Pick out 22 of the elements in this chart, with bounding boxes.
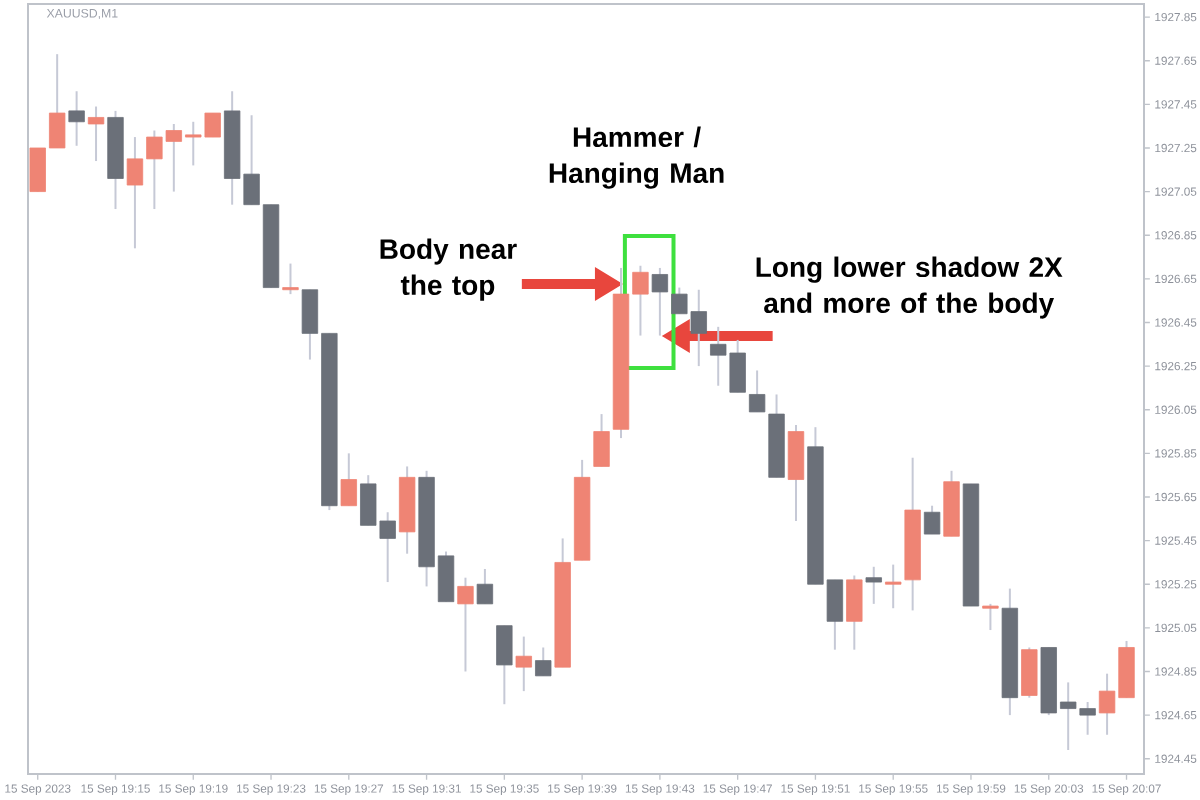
candlestick <box>923 504 941 536</box>
candlestick <box>282 262 299 296</box>
annotation: Body near the top <box>380 238 517 301</box>
candlestick <box>787 423 805 522</box>
candlestick <box>748 369 766 413</box>
candlestick <box>846 574 863 651</box>
candlestick <box>593 413 610 468</box>
candlestick <box>651 266 669 337</box>
candlestick <box>982 602 999 632</box>
candlestick <box>496 624 513 706</box>
candlestick <box>865 565 882 605</box>
candlestick <box>1021 646 1038 699</box>
annotation: Hammer / Hanging Man <box>549 126 724 189</box>
candlestick <box>87 105 105 163</box>
candlestick <box>476 567 494 605</box>
candlestick <box>457 576 474 673</box>
candlestick <box>68 90 85 147</box>
candlestick <box>515 635 532 693</box>
candlestick <box>885 563 902 610</box>
candlestick <box>535 646 552 677</box>
annotation: Long lower shadow 2X and more of the body <box>756 256 1063 319</box>
candlestick <box>340 452 357 507</box>
